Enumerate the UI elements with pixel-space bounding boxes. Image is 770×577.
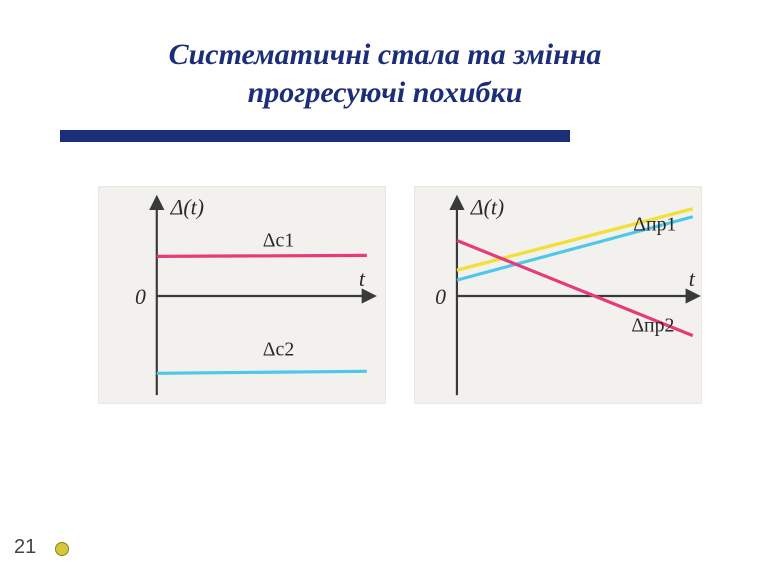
chart-right-svg: Δ(t) t 0 Δпр1 Δпр2	[415, 187, 701, 403]
bullet-dot-icon	[55, 542, 69, 556]
chart-constant-errors: Δ(t) t 0 Δс1 Δс2	[98, 186, 386, 404]
x-axis-label: t	[359, 267, 366, 291]
title-line-1: Систематичні стала та змінна	[0, 36, 770, 74]
label-dpr1: Δпр1	[633, 214, 676, 236]
series-dc1	[157, 255, 367, 256]
y-axis-label: Δ(t)	[470, 196, 504, 220]
chart-left-svg: Δ(t) t 0 Δс1 Δс2	[99, 187, 385, 403]
x-axis-label: t	[689, 267, 696, 291]
title-underline	[60, 130, 570, 142]
chart-progressive-errors: Δ(t) t 0 Δпр1 Δпр2	[414, 186, 702, 404]
label-dpr2: Δпр2	[631, 315, 674, 337]
y-axis-label: Δ(t)	[170, 196, 204, 220]
slide: Систематичні стала та змінна прогресуючі…	[0, 0, 770, 577]
origin-label: 0	[435, 285, 446, 309]
label-dc2: Δс2	[263, 338, 294, 360]
label-dc1: Δс1	[263, 229, 294, 251]
title-line-2: прогресуючі похибки	[0, 74, 770, 112]
charts-row: Δ(t) t 0 Δс1 Δс2	[98, 186, 702, 404]
origin-label: 0	[135, 285, 146, 309]
slide-title: Систематичні стала та змінна прогресуючі…	[0, 0, 770, 111]
series-dc2	[157, 371, 367, 373]
page-number: 21	[14, 536, 36, 559]
